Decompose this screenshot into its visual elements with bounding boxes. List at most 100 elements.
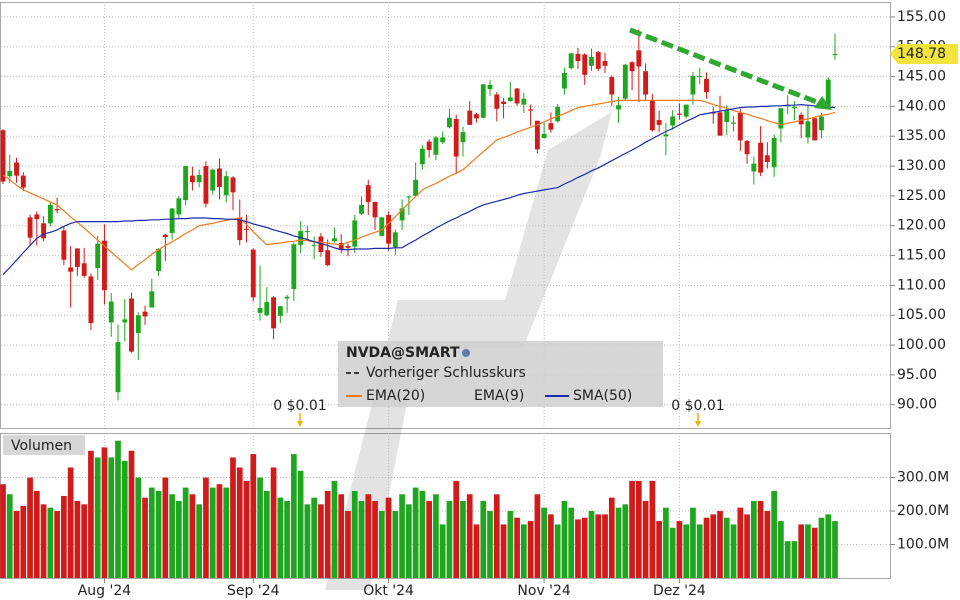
volume-bar: [480, 500, 487, 578]
volume-bar: [216, 484, 223, 578]
last-price-tag: [890, 44, 958, 65]
volume-bar: [683, 524, 690, 578]
candle-body: [14, 162, 19, 176]
volume-bar: [284, 500, 290, 578]
legend-box: [338, 341, 663, 407]
candle-body: [149, 291, 155, 308]
candle-body: [304, 231, 310, 233]
volume-bar: [744, 514, 750, 578]
volume-bar: [676, 521, 683, 578]
volume-bar: [358, 500, 365, 578]
candle-body: [575, 53, 581, 62]
candle-body: [386, 215, 391, 244]
volume-bar: [696, 524, 703, 578]
candle-body: [318, 236, 324, 252]
candle-body: [352, 220, 358, 247]
candle-body: [460, 132, 466, 143]
candle-body: [589, 56, 594, 66]
volume-bar: [20, 506, 27, 578]
candle-body: [7, 170, 13, 177]
candle-body: [528, 109, 534, 111]
volume-bar: [521, 524, 527, 578]
candle-body: [426, 141, 432, 150]
volume-bar: [635, 480, 642, 578]
volume-bar: [825, 514, 832, 578]
volume-bar: [669, 527, 676, 578]
x-tick-label: Nov '24: [517, 583, 571, 599]
candle-body: [751, 163, 757, 172]
candle-body: [359, 204, 364, 214]
candle-body: [176, 198, 182, 215]
annotation-arrowhead: [297, 421, 303, 427]
volume-bar: [453, 480, 460, 578]
x-tick-label: Dez '24: [653, 583, 706, 599]
volume-bar: [61, 495, 67, 578]
volume-bar: [40, 504, 47, 578]
candle-body: [102, 240, 107, 291]
candle-body: [156, 249, 162, 272]
candle-body: [419, 148, 425, 165]
y-tick-label: 155.00: [897, 9, 946, 25]
candle-body: [284, 296, 290, 299]
x-tick-label: Aug '24: [78, 583, 132, 599]
volume-bar: [250, 454, 257, 578]
candle-body: [20, 175, 26, 188]
price-panel: [0, 2, 891, 429]
candle-body: [825, 79, 831, 107]
candle-body: [135, 315, 141, 334]
volume-bar: [629, 480, 635, 578]
volume-bar: [81, 504, 88, 578]
candle-body: [196, 175, 202, 183]
volume-bar: [365, 494, 372, 578]
x-tick-label: Okt '24: [363, 583, 414, 599]
indicator-line: [2, 99, 836, 271]
volume-bar: [33, 490, 40, 578]
candle-body: [501, 101, 506, 105]
candle-body: [34, 214, 40, 220]
volume-bar: [534, 494, 541, 578]
volume-bar: [466, 494, 473, 578]
volume-bar: [297, 470, 304, 578]
candle-body: [737, 112, 743, 141]
candle-body: [474, 114, 479, 119]
legend-label: SMA(50): [573, 388, 632, 404]
candle-body: [656, 120, 662, 125]
candle-body: [616, 105, 621, 110]
candle-body: [805, 121, 811, 138]
volume-bar: [148, 487, 155, 578]
candle-body: [480, 84, 486, 118]
volume-bar: [108, 457, 115, 578]
volume-bar: [500, 524, 507, 578]
candle-body: [541, 133, 547, 139]
volume-label-box: [3, 435, 85, 455]
volume-bar: [304, 504, 311, 578]
legend-label: Vorheriger Schlusskurs: [366, 365, 526, 381]
candle-body: [365, 185, 371, 202]
candle-body: [392, 232, 398, 248]
y-tick-label: 100.00: [897, 337, 946, 353]
volume-bar: [115, 440, 121, 578]
candle-body: [338, 243, 344, 250]
legend-label: EMA(20): [366, 388, 425, 404]
volume-bar: [13, 511, 20, 578]
volume-bar: [142, 497, 148, 578]
candle-body: [649, 100, 655, 131]
candle-body: [791, 107, 797, 109]
y-tick-label: 140.00: [897, 98, 946, 114]
volume-bar: [189, 494, 196, 578]
volume-bar: [750, 500, 757, 578]
candle-body: [271, 297, 277, 329]
candle-body: [244, 228, 249, 230]
candle-body: [95, 243, 101, 269]
candle-body: [568, 53, 574, 69]
volume-bar: [791, 541, 798, 578]
legend-title: NVDA@SMART: [346, 345, 460, 361]
candle-body: [250, 249, 256, 298]
candle-body: [230, 177, 236, 193]
volume-bar: [757, 500, 764, 578]
candle-body: [257, 308, 263, 313]
y-tick-label: 100.0M: [897, 537, 949, 553]
volume-bar: [811, 527, 818, 578]
y-tick-label: 105.00: [897, 307, 946, 323]
